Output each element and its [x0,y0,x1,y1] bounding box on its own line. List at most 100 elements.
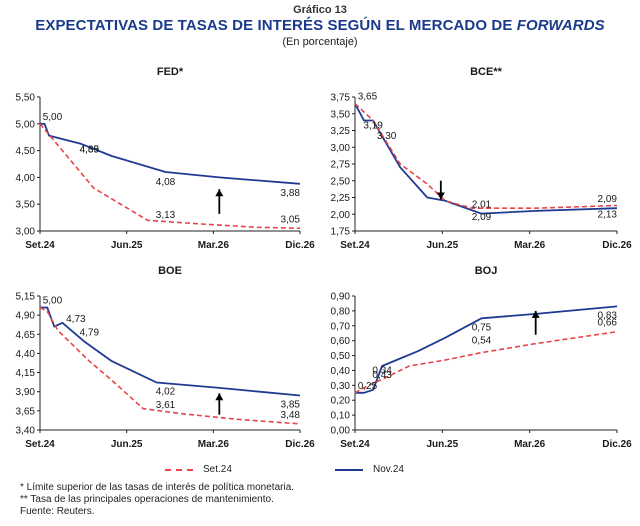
y-tick-label: 0,40 [331,366,351,377]
x-tick-label: Dic.26 [285,240,315,251]
data-label: 4,79 [80,328,100,339]
trend-arrow-head [531,310,540,318]
data-label: 0,43 [372,370,392,381]
data-label: 5,00 [43,112,63,123]
x-tick-label: Set.24 [25,439,55,450]
y-tick-label: 3,50 [16,200,36,211]
y-tick-label: 4,40 [16,349,36,360]
footnote-1: * Límite superior de las tasas de interé… [20,482,295,493]
y-tick-label: 2,00 [331,210,351,221]
y-tick-label: 2,75 [331,160,351,171]
x-tick-label: Jun.25 [426,240,458,251]
y-tick-label: 3,75 [331,93,351,104]
chart-panel-1: BCE** 3,75 3,50 3,25 3,00 2,75 2,50 2,25 2,00 1,7… [331,66,633,251]
data-label: 5,00 [43,295,63,306]
y-tick-label: 5,50 [16,93,36,104]
data-label: 3,13 [156,210,176,221]
data-label: 3,30 [377,131,397,142]
data-label: 0,34 [372,365,392,376]
series-line-set24 [39,123,301,230]
data-label: 4,02 [156,387,176,398]
footnote-2: ** Tasa de las principales operaciones d… [20,494,274,505]
data-label: 3,85 [281,400,301,411]
x-tick-label: Mar.26 [514,240,546,251]
legend-label-nov24: Nov.24 [373,464,404,475]
y-tick-label: 0,30 [331,381,351,392]
y-tick-label: 3,90 [16,387,36,398]
y-tick-label: 0,00 [331,426,351,437]
data-label: 2,09 [472,212,492,223]
x-tick-label: Dic.26 [602,240,632,251]
y-tick-label: 4,00 [16,173,36,184]
trend-arrow-head [436,192,445,200]
x-tick-label: Mar.26 [514,439,546,450]
chart-panel-3: BOJ 0,90 0,80 0,70 0,60 0,50 0,40 0,30 0,20 0,10 0… [331,265,633,450]
series-line-set24 [354,103,618,209]
data-label: 0,25 [358,381,378,392]
y-tick-label: 3,65 [16,406,36,417]
data-label: 2,13 [598,210,618,221]
data-label: 3,65 [358,92,378,103]
y-tick-label: 0,80 [331,306,351,317]
y-tick-label: 3,00 [16,227,36,238]
x-tick-label: Jun.25 [111,439,143,450]
y-tick-label: 0,70 [331,321,351,332]
data-label: 0,54 [472,336,492,347]
series-line-nov24 [40,306,301,397]
x-tick-label: Mar.26 [198,240,230,251]
y-tick-label: 0,60 [331,336,351,347]
series-line-set24 [354,330,618,394]
figure-title-italic: FORWARDS [516,17,605,34]
chart-panel-0: FED* 5,50 5,00 4,50 4,00 3,50 3,00 Set.24 Jun.25… [16,66,316,251]
data-label: 4,73 [66,314,86,325]
y-tick-label: 0,10 [331,411,351,422]
series-line-nov24 [40,122,301,185]
data-label: 3,61 [156,400,176,411]
x-tick-label: Set.24 [25,240,55,251]
data-label: 3,05 [281,214,301,225]
y-tick-label: 3,50 [331,109,351,120]
y-tick-label: 2,50 [331,176,351,187]
series-line-nov24 [355,305,618,394]
figure-label: Gráfico 13 [293,4,347,16]
data-label: 4,69 [80,144,100,155]
footnote-source: Fuente: Reuters. [20,506,95,517]
figure-title: EXPECTATIVAS DE TASAS DE INTERÉS SEGÚN E… [0,17,640,34]
y-tick-label: 5,00 [16,119,36,130]
chart-title: BOE [158,265,182,277]
chart-title: BCE** [470,66,503,78]
x-tick-label: Set.24 [340,240,370,251]
y-tick-label: 5,15 [16,292,36,303]
x-tick-label: Dic.26 [602,439,632,450]
data-label: 3,48 [281,410,301,421]
figure-subtitle: (En porcentaje) [282,36,358,48]
x-tick-label: Set.24 [340,439,370,450]
y-tick-label: 1,75 [331,227,351,238]
data-label: 0,83 [598,310,618,321]
y-tick-label: 3,40 [16,426,36,437]
y-tick-label: 4,15 [16,368,36,379]
y-tick-label: 0,20 [331,396,351,407]
y-tick-label: 2,25 [331,193,351,204]
y-tick-label: 4,50 [16,146,36,157]
data-label: 3,88 [281,188,301,199]
trend-arrow-head [215,393,224,401]
y-tick-label: 3,25 [331,126,351,137]
x-tick-label: Dic.26 [285,439,315,450]
chart-title: FED* [157,66,184,78]
data-label: 4,08 [156,177,176,188]
y-tick-label: 0,50 [331,351,351,362]
data-label: 2,01 [472,200,492,211]
trend-arrow-head [215,189,224,197]
data-label: 0,66 [598,318,618,329]
legend-item-set24: Set.24 [165,464,232,475]
x-tick-label: Mar.26 [198,439,230,450]
chart-title: BOJ [475,265,498,277]
y-tick-label: 4,65 [16,330,36,341]
x-tick-label: Jun.25 [426,439,458,450]
legend-label-set24: Set.24 [203,464,232,475]
y-tick-label: 4,90 [16,311,36,322]
series-line-nov24 [354,103,618,215]
data-label: 0,75 [472,322,492,333]
